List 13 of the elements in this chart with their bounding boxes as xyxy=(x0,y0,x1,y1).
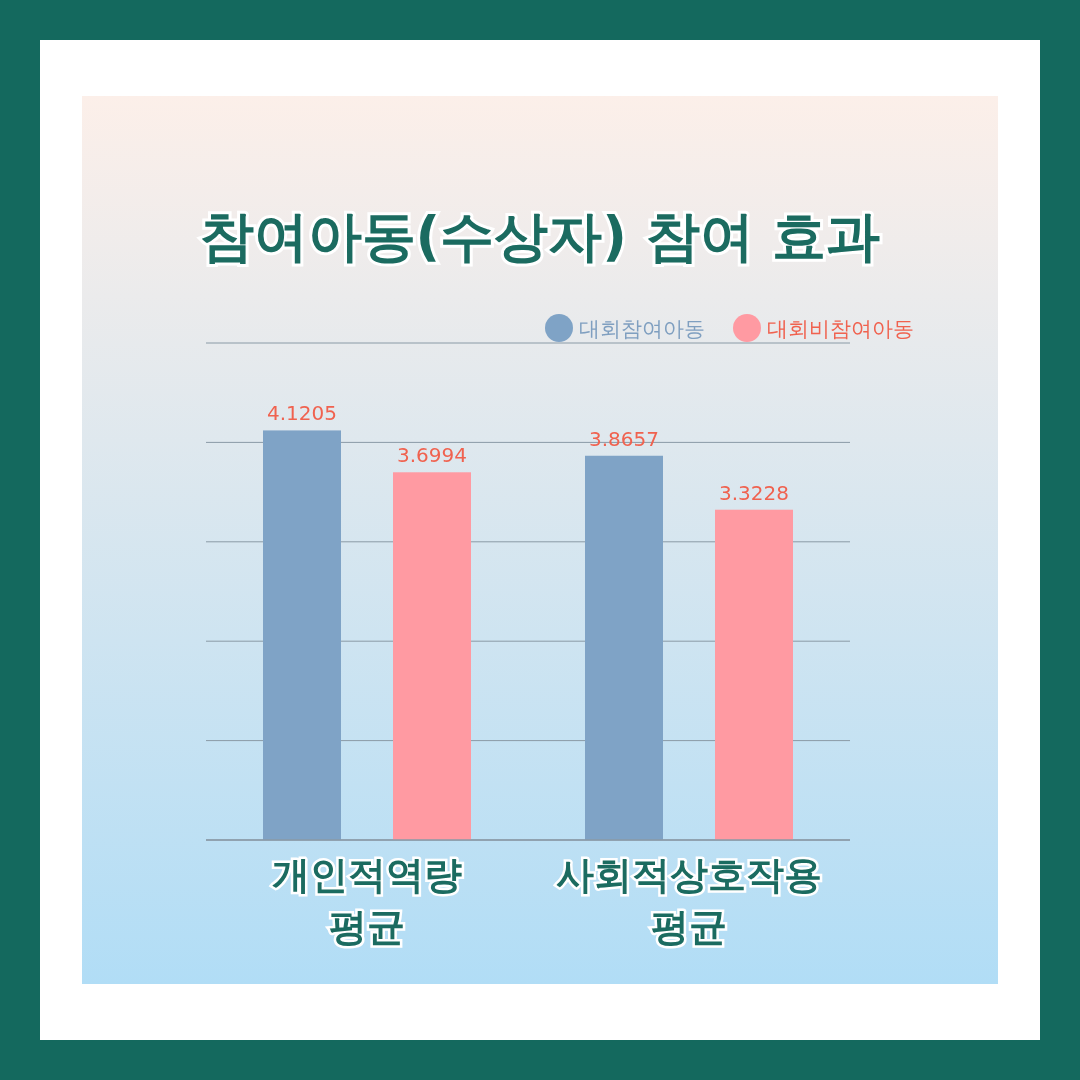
legend-label: 대회참여아동 xyxy=(579,317,705,341)
bar xyxy=(393,472,471,840)
bar xyxy=(715,509,793,840)
bar xyxy=(585,455,663,840)
chart-title: 참여아동(수상자) 참여 효과 xyxy=(199,205,881,268)
bar xyxy=(263,430,341,840)
data-label: 4.1205 xyxy=(267,401,337,426)
data-label: 3.8657 xyxy=(589,426,659,451)
legend-label: 대회비참여아동 xyxy=(767,317,914,341)
x-tick-label: 개인적역량 평균 xyxy=(272,853,462,949)
data-label: 3.6994 xyxy=(397,443,467,468)
x-tick-label: 사회적상호작용 평균 xyxy=(556,853,822,949)
data-label: 3.3228 xyxy=(719,480,789,505)
